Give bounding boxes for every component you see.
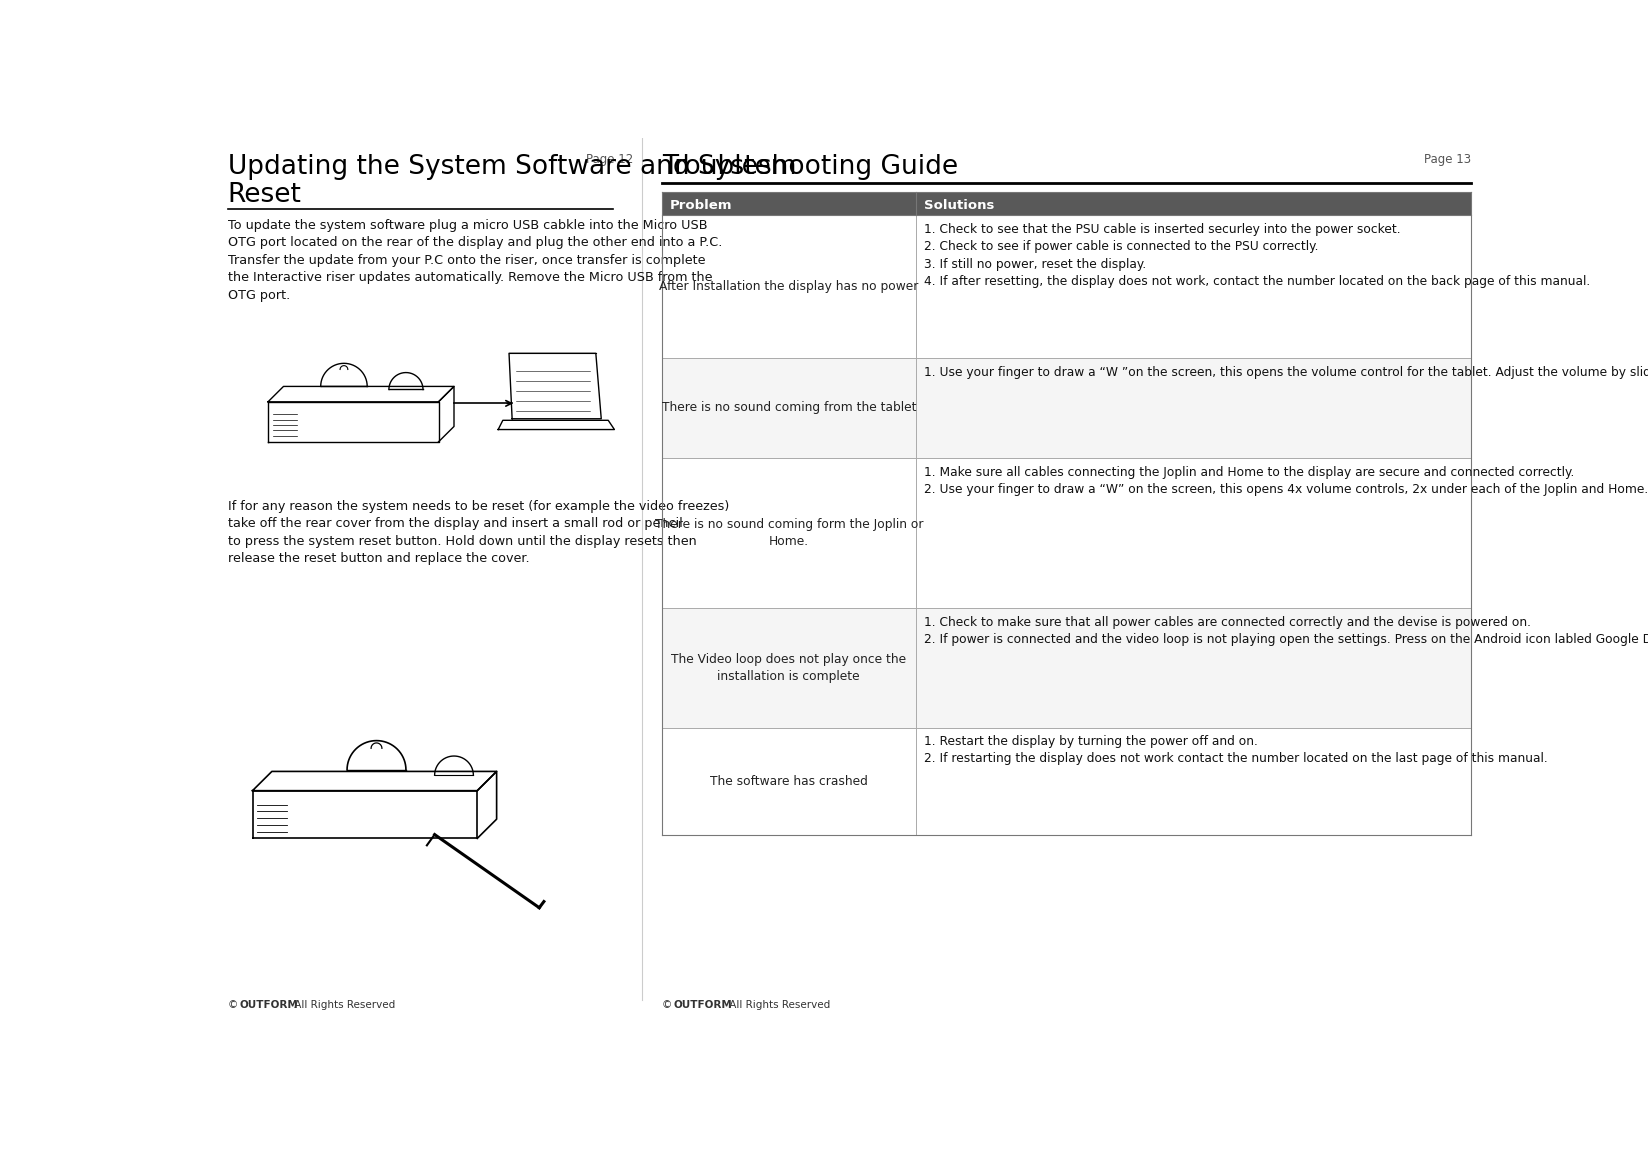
Text: 1. Make sure all cables connecting the Joplin and Home to the display are secure: 1. Make sure all cables connecting the J… [923, 466, 1648, 496]
Bar [662, 358, 1470, 458]
Text: All Rights Reserved: All Rights Reserved [292, 1001, 396, 1010]
Text: After Installation the display has no power: After Installation the display has no po… [659, 280, 918, 293]
Text: 1. Check to make sure that all power cables are connected correctly and the devi: 1. Check to make sure that all power cab… [923, 616, 1648, 646]
Text: 1. Use your finger to draw a “W ”on the screen, this opens the volume control fo: 1. Use your finger to draw a “W ”on the … [923, 366, 1648, 379]
Text: ©: © [227, 1001, 241, 1010]
Text: The software has crashed: The software has crashed [710, 775, 868, 788]
Text: Updating the System Software and System
Reset: Updating the System Software and System … [227, 153, 796, 208]
Text: Page 13: Page 13 [1424, 153, 1470, 166]
Bar [662, 608, 1470, 727]
Bar [662, 216, 1470, 358]
Text: 1. Check to see that the PSU cable is inserted securley into the power socket.
2: 1. Check to see that the PSU cable is in… [923, 223, 1590, 287]
Bar [662, 458, 1470, 608]
Text: OUTFORM: OUTFORM [239, 1001, 298, 1010]
Text: There is no sound coming from the tablet: There is no sound coming from the tablet [661, 402, 916, 414]
Text: If for any reason the system needs to be reset (for example the video freezes)
t: If for any reason the system needs to be… [227, 500, 728, 565]
Text: Problem: Problem [669, 198, 732, 211]
Text: Solutions: Solutions [923, 198, 994, 211]
Text: Troubleshooting Guide: Troubleshooting Guide [662, 153, 957, 180]
Text: 1. Restart the display by turning the power off and on.
2. If restarting the dis: 1. Restart the display by turning the po… [923, 735, 1547, 765]
Text: There is no sound coming form the Joplin or
Home.: There is no sound coming form the Joplin… [654, 518, 923, 548]
Text: Page 12: Page 12 [585, 153, 633, 166]
Text: The Video loop does not play once the
installation is complete: The Video loop does not play once the in… [671, 653, 906, 683]
Text: OUTFORM: OUTFORM [674, 1001, 732, 1010]
Text: To update the system software plug a micro USB cabkle into the Micro USB
OTG por: To update the system software plug a mic… [227, 218, 722, 301]
Bar [662, 193, 1470, 216]
Text: All Rights Reserved: All Rights Reserved [727, 1001, 831, 1010]
Text: ©: © [662, 1001, 676, 1010]
Bar [662, 727, 1470, 835]
